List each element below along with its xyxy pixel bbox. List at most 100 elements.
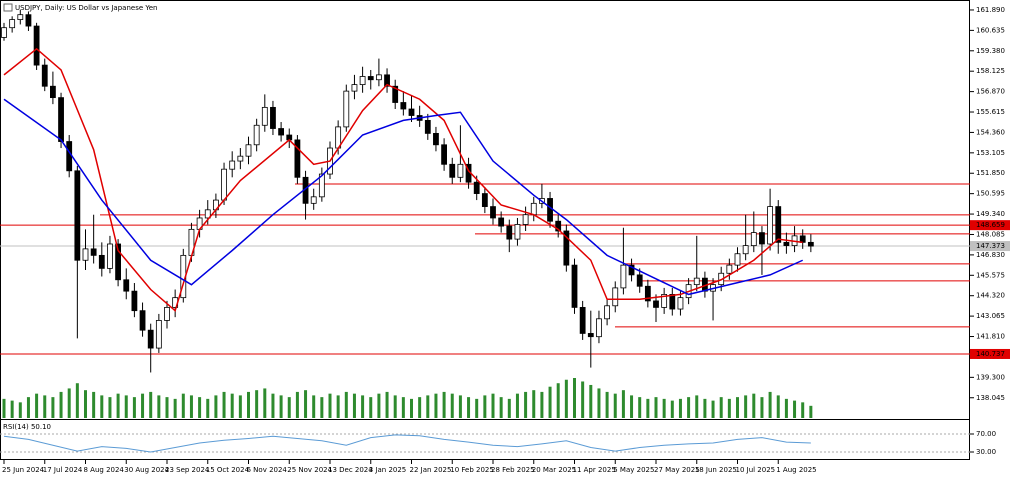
candle-body (498, 217, 505, 227)
volume-bar (198, 397, 202, 418)
y-tick-label: 139.300 (976, 373, 1005, 381)
candle-body (164, 307, 170, 321)
volume-bar (703, 398, 707, 418)
candle-body (677, 297, 684, 310)
volume-bar (141, 393, 145, 418)
candle-body (384, 74, 390, 87)
y-tick-label: 154.360 (976, 128, 1005, 136)
x-tick-label: 10 Feb 2025 (450, 466, 494, 474)
candle-body (783, 241, 790, 247)
y-tick-label: 143.065 (976, 312, 1005, 320)
candle-body (400, 102, 407, 110)
volume-bar (401, 397, 405, 418)
candle-body (115, 243, 121, 281)
candle-body (628, 264, 635, 276)
y-tick-label: 153.105 (976, 149, 1005, 157)
y-tick-label: 160.635 (976, 26, 1005, 34)
candle-body (759, 232, 765, 245)
candle-body (441, 144, 448, 165)
candle-body (490, 206, 496, 219)
volume-bar (124, 395, 128, 418)
x-tick-label: 27 May 2025 (654, 466, 700, 474)
volume-bar (43, 395, 47, 418)
candle-body (50, 85, 56, 99)
candle-body (612, 287, 619, 307)
candle-body (253, 124, 260, 146)
volume-bar (630, 395, 634, 418)
candle-body (514, 224, 521, 240)
y-tick-label: 141.810 (976, 333, 1005, 341)
volume-bar (230, 393, 234, 418)
candle-body (58, 97, 64, 142)
candle-body (522, 214, 529, 225)
volume-bar (222, 391, 226, 418)
x-tick-label: 25 Nov 2024 (287, 466, 332, 474)
volume-bar (809, 405, 813, 418)
volume-bar (719, 397, 723, 418)
x-tick-label: 5 May 2025 (613, 466, 654, 474)
candle-body (481, 193, 488, 207)
candle-body (1, 27, 7, 38)
volume-bar (589, 384, 593, 418)
symbol-icon (3, 3, 13, 12)
volume-bar (336, 395, 340, 418)
volume-bar (173, 398, 177, 418)
price-label-box (970, 241, 1010, 252)
candle-body (155, 320, 162, 349)
y-tick-label: 146.830 (976, 251, 1005, 259)
candle-body (270, 106, 276, 129)
x-tick-label: 13 Dec 2024 (328, 466, 373, 474)
volume-bar (483, 395, 487, 418)
price-label-box (970, 220, 1010, 231)
volume-bar (393, 395, 397, 418)
volume-bar (515, 393, 519, 418)
volume-bar (597, 388, 601, 418)
x-tick-label: 23 Sep 2024 (165, 466, 210, 474)
volume-bar (238, 395, 242, 418)
moving-average (3, 47, 803, 312)
volume-bar (418, 397, 422, 418)
volume-bar (532, 390, 536, 418)
volume-bar (507, 398, 511, 418)
volume-bar (450, 393, 454, 418)
candle-body (278, 128, 285, 136)
candle-body (25, 14, 32, 27)
volume-bar (801, 402, 805, 418)
candle-body (343, 90, 350, 128)
volume-bar (18, 402, 22, 418)
candle-body (98, 254, 105, 269)
x-tick-label: 22 Jan 2025 (410, 466, 452, 474)
volume-bar (638, 397, 642, 418)
x-tick-label: 11 Apr 2025 (573, 466, 616, 474)
volume-bar (752, 393, 756, 418)
volume-bar (328, 393, 332, 418)
y-tick-label: 156.870 (976, 88, 1005, 96)
candle-body (82, 248, 89, 261)
volume-bar (548, 386, 552, 418)
candle-body (204, 209, 211, 219)
y-tick-label: 155.615 (976, 108, 1005, 116)
x-tick-label: 28 Feb 2025 (491, 466, 535, 474)
volume-bar (26, 397, 30, 418)
volume-bar (214, 395, 218, 418)
volume-bar (475, 398, 479, 418)
y-tick-label: 161.890 (976, 6, 1005, 14)
candle-body (90, 248, 97, 256)
candle-body (669, 294, 676, 310)
candle-body (33, 25, 40, 66)
volume-bar (491, 393, 495, 418)
volume-bar (100, 395, 104, 418)
moving-average (3, 98, 804, 296)
candle-body (604, 305, 610, 320)
volume-bar (181, 393, 185, 418)
candle-body (547, 198, 553, 222)
x-tick-label: 18 Jun 2025 (695, 466, 737, 474)
candle-body (294, 139, 301, 178)
volume-bar (687, 397, 691, 418)
volume-bar (149, 391, 153, 418)
volume-bar (165, 397, 169, 418)
rsi-tick-label: 30.00 (976, 448, 996, 456)
volume-bar (540, 391, 544, 418)
y-tick-label: 158.125 (976, 67, 1005, 75)
volume-bar (108, 397, 112, 418)
